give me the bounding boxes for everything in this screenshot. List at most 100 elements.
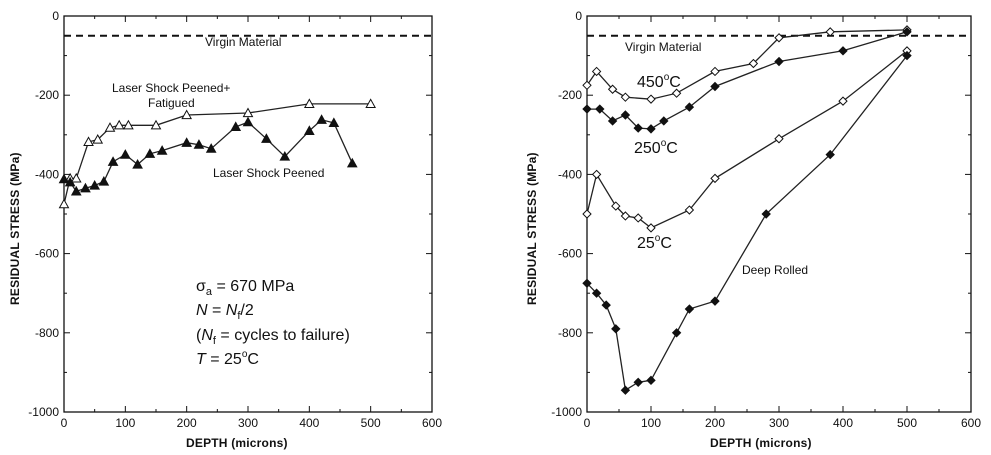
right-point-25-c bbox=[710, 173, 720, 184]
right-point-250-c bbox=[646, 124, 656, 134]
right-point-250-c bbox=[902, 27, 912, 37]
left-x-tick-labels: 0 100 200 300 400 500 600 bbox=[61, 416, 443, 430]
left-point-laser-shock-peened bbox=[58, 173, 70, 184]
left-point-laser-shock-peened-fatigued bbox=[83, 136, 94, 147]
left-point-laser-shock-peened bbox=[70, 185, 82, 196]
right-point-250-c bbox=[710, 81, 720, 92]
right-y-tick-label: -600 bbox=[558, 247, 582, 261]
left-y-tick-label: -200 bbox=[35, 88, 59, 102]
left-series-group bbox=[58, 98, 377, 209]
left-condition-sigma: σa = 670 MPa bbox=[196, 278, 294, 298]
left-point-laser-shock-peened bbox=[316, 114, 327, 124]
left-point-laser-shock-peened-fatigued bbox=[365, 98, 377, 109]
right-point-25-c bbox=[611, 201, 621, 211]
left-point-laser-shock-peened bbox=[89, 179, 101, 190]
right-x-tick-label: 0 bbox=[584, 416, 591, 430]
chart-right: 0 -200 -400 -600 -800 -1000 0 100 200 300 400 500 6… bbox=[525, 9, 981, 450]
left-point-laser-shock-peened bbox=[64, 176, 76, 187]
left-lsp-fatigued-label-line1: Laser Shock Peened+ bbox=[112, 81, 230, 95]
right-tick-marks bbox=[586, 15, 972, 413]
left-lsp-fatigued-label-line2: Fatigued bbox=[148, 96, 195, 110]
right-point-450-c bbox=[607, 84, 618, 94]
right-point-450-c bbox=[646, 94, 656, 104]
right-point-250-c bbox=[620, 110, 631, 120]
left-y-tick-labels: 0 -200 -400 -600 -800 -1000 bbox=[28, 9, 59, 419]
right-point-250-c bbox=[659, 116, 669, 126]
left-point-laser-shock-peened-fatigued bbox=[58, 198, 70, 209]
left-point-laser-shock-peened bbox=[132, 158, 143, 169]
right-y-tick-label: -400 bbox=[558, 167, 582, 181]
left-point-laser-shock-peened-fatigued bbox=[123, 119, 134, 130]
left-point-laser-shock-peened-fatigued bbox=[150, 119, 162, 130]
right-point-25-c bbox=[591, 169, 602, 180]
left-point-laser-shock-peened bbox=[144, 148, 156, 158]
right-point-25-c bbox=[620, 211, 631, 221]
left-point-laser-shock-peened bbox=[119, 149, 131, 159]
left-lsp-label: Laser Shock Peened bbox=[213, 166, 324, 180]
right-point-deep-rolled bbox=[684, 304, 695, 314]
right-point-deep-rolled bbox=[582, 278, 592, 289]
left-series-line-laser-shock-peened-fatigued bbox=[63, 103, 371, 205]
right-point-250-c bbox=[838, 46, 848, 56]
left-x-tick-label: 300 bbox=[238, 416, 258, 430]
right-y-tick-label: -200 bbox=[558, 88, 582, 102]
left-point-laser-shock-peened bbox=[98, 175, 110, 186]
left-y-tick-label: -1000 bbox=[28, 405, 59, 419]
left-point-laser-shock-peened bbox=[107, 156, 119, 166]
right-y-tick-label: -1000 bbox=[551, 405, 582, 419]
left-x-tick-label: 500 bbox=[361, 416, 381, 430]
right-point-deep-rolled bbox=[902, 50, 912, 61]
right-x-tick-label: 200 bbox=[705, 416, 725, 430]
right-point-250-c bbox=[684, 102, 695, 112]
right-point-deep-rolled bbox=[825, 149, 835, 160]
right-point-deep-rolled bbox=[646, 375, 656, 386]
right-point-450-c bbox=[591, 66, 602, 77]
right-point-450-c bbox=[710, 66, 720, 77]
right-point-deep-rolled bbox=[591, 288, 602, 298]
right-point-450-c bbox=[774, 33, 784, 43]
right-point-25-c bbox=[646, 223, 656, 233]
left-point-laser-shock-peened-fatigued bbox=[181, 109, 193, 120]
left-x-tick-label: 400 bbox=[299, 416, 319, 430]
right-y-tick-label: -800 bbox=[558, 326, 582, 340]
left-point-laser-shock-peened bbox=[156, 145, 168, 155]
left-series-line-laser-shock-peened bbox=[63, 119, 353, 193]
right-y-tick-label: 0 bbox=[575, 9, 582, 23]
right-x-axis-label: DEPTH (microns) bbox=[710, 436, 812, 450]
right-450c-label: 450oC bbox=[637, 72, 681, 91]
right-point-250-c bbox=[633, 123, 643, 133]
right-point-250-c bbox=[582, 104, 592, 114]
left-point-laser-shock-peened-fatigued bbox=[92, 134, 104, 144]
left-y-tick-label: -600 bbox=[35, 247, 59, 261]
right-point-deep-rolled bbox=[611, 324, 621, 334]
left-point-laser-shock-peened-fatigued bbox=[113, 119, 125, 130]
left-point-laser-shock-peened-fatigued bbox=[70, 172, 82, 183]
left-point-laser-shock-peened-fatigued bbox=[104, 122, 116, 132]
left-point-laser-shock-peened bbox=[181, 137, 193, 147]
left-point-laser-shock-peened bbox=[242, 116, 254, 127]
right-point-450-c bbox=[825, 27, 835, 37]
left-x-tick-label: 0 bbox=[61, 416, 68, 430]
chart-left: 0 -200 -400 -600 -800 -1000 0 100 200 300 400 500 6… bbox=[8, 9, 442, 450]
left-point-laser-shock-peened bbox=[205, 143, 217, 153]
right-y-tick-labels: 0 -200 -400 -600 -800 -1000 bbox=[551, 9, 582, 419]
right-series-group bbox=[582, 25, 912, 395]
right-point-deep-rolled bbox=[761, 209, 771, 219]
right-x-tick-label: 600 bbox=[961, 416, 981, 430]
left-y-tick-label: 0 bbox=[52, 9, 59, 23]
right-point-250-c bbox=[607, 116, 618, 126]
right-25c-label: 25oC bbox=[637, 233, 672, 252]
right-x-tick-label: 500 bbox=[897, 416, 917, 430]
right-point-25-c bbox=[582, 209, 592, 219]
right-point-250-c bbox=[595, 104, 605, 114]
right-point-450-c bbox=[748, 58, 759, 69]
right-x-tick-labels: 0 100 200 300 400 500 600 bbox=[584, 416, 982, 430]
right-point-450-c bbox=[671, 88, 682, 98]
left-point-laser-shock-peened bbox=[346, 157, 358, 168]
left-x-tick-label: 600 bbox=[422, 416, 442, 430]
right-point-25-c bbox=[633, 213, 643, 223]
left-y-tick-label: -400 bbox=[35, 167, 59, 181]
right-point-450-c bbox=[620, 92, 631, 102]
right-point-deep-rolled bbox=[633, 377, 643, 388]
right-point-25-c bbox=[684, 205, 695, 215]
